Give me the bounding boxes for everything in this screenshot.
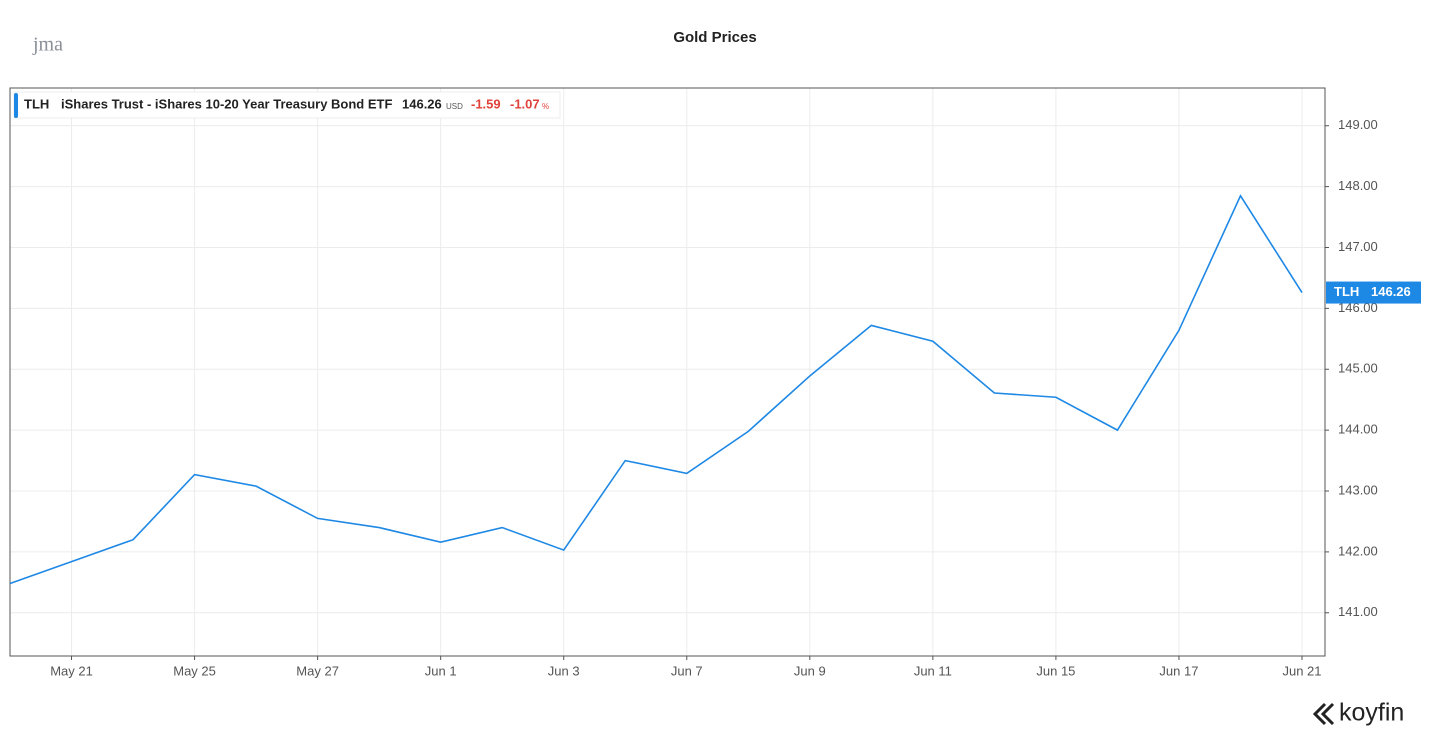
series-layer (9, 194, 1303, 585)
legend-swatch (14, 93, 18, 118)
x-tick-label: Jun 9 (794, 663, 826, 678)
koyfin-logo: koyfin (1312, 699, 1404, 727)
x-tick-label: Jun 21 (1282, 663, 1321, 678)
legend: TLH iShares Trust - iShares 10-20 Year T… (13, 91, 561, 119)
legend-change-pct: -1.07 (510, 96, 540, 111)
x-tick-label: Jun 7 (671, 663, 703, 678)
last-price-tag (1326, 281, 1421, 304)
y-tick-label: 149.00 (1338, 117, 1378, 132)
brand-logo: jma (32, 34, 63, 56)
legend-box (13, 91, 561, 119)
chart-title: Gold Prices (673, 29, 756, 46)
x-tick-label: May 25 (173, 663, 216, 678)
x-tick-label: Jun 3 (548, 663, 580, 678)
legend-currency: USD (446, 102, 463, 111)
y-tick-label: 147.00 (1338, 239, 1378, 254)
grid (10, 88, 1329, 660)
x-tick-label: Jun 15 (1036, 663, 1075, 678)
last-price-ticker: TLH (1334, 284, 1359, 299)
logo-text: koyfin (1339, 699, 1404, 727)
y-tick-label: 146.00 (1338, 300, 1378, 315)
y-tick-label: 145.00 (1338, 361, 1378, 376)
legend-pct-sign: % (542, 102, 549, 111)
y-tick-label: 143.00 (1338, 482, 1378, 497)
legend-change: -1.59 (471, 96, 501, 111)
x-tick-label: Jun 11 (914, 663, 952, 678)
last-price-value: 146.26 (1371, 284, 1411, 299)
legend-price: 146.26 (402, 96, 442, 111)
y-tick-label: 144.00 (1338, 422, 1378, 437)
plot-frame (9, 87, 1326, 657)
x-tick-label: Jun 1 (425, 663, 457, 678)
y-tick-label: 148.00 (1338, 178, 1378, 193)
x-tick-label: Jun 17 (1159, 663, 1198, 678)
series-line (9, 194, 1303, 585)
logo-mark (1312, 702, 1335, 726)
x-tick-label: May 21 (50, 663, 93, 678)
legend-ticker: TLH (24, 96, 49, 111)
legend-full-name: iShares Trust - iShares 10-20 Year Treas… (61, 96, 392, 111)
y-tick-label: 142.00 (1338, 543, 1378, 558)
x-tick-label: May 27 (296, 663, 339, 678)
y-tick-label: 141.00 (1338, 604, 1378, 619)
